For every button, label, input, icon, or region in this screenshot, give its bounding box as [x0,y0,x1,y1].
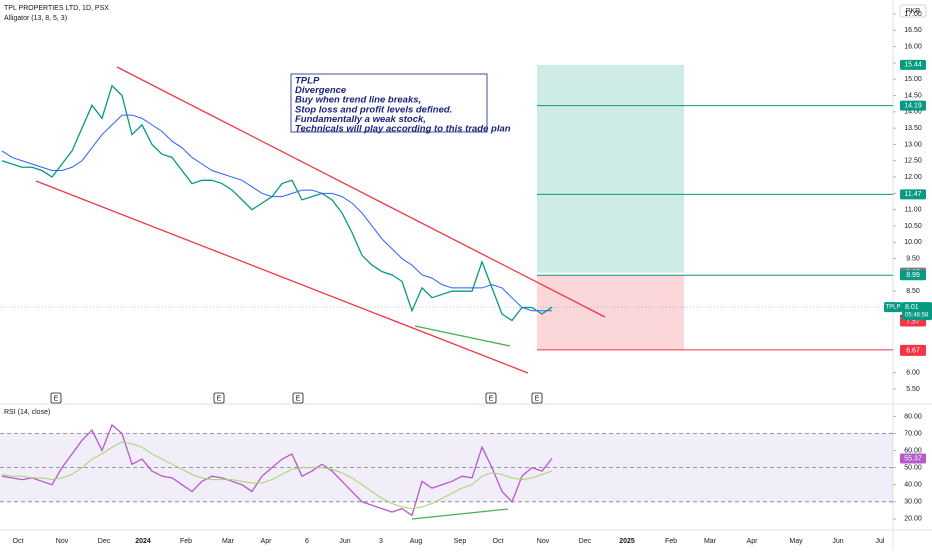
price-tag-label: 8.01 [905,304,919,311]
event-label: E [535,395,540,402]
header-indicator: Alligator (13, 8, 5, 3) [4,15,67,22]
annotation-line: Buy when trend line breaks, [295,95,421,106]
y-tick-label: 80.00 [904,413,922,420]
countdown: 05:46:58 [905,313,929,319]
y-tick-label: 9.50 [906,255,920,262]
series-line [1,441,553,510]
y-tick-label: 14.50 [904,92,922,99]
event-label: E [54,395,59,402]
profit-zone [537,64,684,273]
x-tick-label: Apr [261,538,273,545]
event-marker [531,392,543,404]
annotation-line: Fundamentally a weak stock, [295,114,426,125]
rsi-tag-label: 55.37 [904,455,922,462]
y-tick-label: 14.00 [904,109,922,116]
y-tick-label: 15.00 [904,76,922,83]
y-tick-label: 12.50 [904,158,922,165]
x-tick-label: Nov [56,538,69,545]
x-tick-label: Jun [832,538,843,545]
level-label: 6.67 [906,348,920,355]
currency: PKR [906,8,920,15]
currency-box[interactable] [899,4,927,18]
level-tag [900,270,926,281]
level-tag [900,100,926,111]
y-tick-label: 40.00 [904,482,922,489]
price-tag [902,302,932,321]
y-tick-label: 5.50 [906,386,920,393]
x-tick-label: Oct [493,538,504,545]
y-tick-label: 16.50 [904,27,922,34]
y-tick-label: 70.00 [904,430,922,437]
y-tick-label: 12.00 [904,174,922,181]
y-tick-label: 10.00 [904,239,922,246]
x-tick-label: Aug [410,538,423,545]
x-tick-label: 3 [379,538,383,545]
x-tick-label: Mar [222,538,235,545]
pane-title: RSI (14, close) [4,409,50,416]
y-tick-label: 6.00 [906,370,920,377]
x-tick-label: Jul [876,538,885,545]
event-marker [292,392,304,404]
x-tick-label: May [789,538,803,545]
x-tick-label: Apr [747,538,759,545]
x-tick-label: 2024 [135,538,151,545]
y-tick-label: 13.50 [904,125,922,132]
x-tick-label: Oct [13,538,24,545]
y-tick-label: 60.00 [904,447,922,454]
event-marker [213,392,225,404]
series-line [1,114,552,312]
level-tag [900,189,926,200]
event-marker [485,392,497,404]
level-tag [900,345,926,356]
trend-line [116,66,606,318]
annotation-line: TPLP [295,76,320,87]
level-label: 14.19 [904,102,922,109]
level-label: 15.44 [904,62,922,69]
annotation-line: Technicals will play according to this t… [295,124,511,135]
y-tick-label: 20.00 [904,516,922,523]
symbol-tag [884,302,902,313]
x-tick-label: 2025 [619,538,635,545]
y-tick-label: 10.50 [904,223,922,230]
y-tick-label: 11.00 [905,206,922,213]
x-tick-label: 6 [305,538,309,545]
x-tick-label: Feb [665,538,677,545]
symbol-tag-label: TPLP [885,305,900,311]
event-label: E [296,395,301,402]
y-tick-label: 17.00 [904,11,922,18]
trend-line [35,180,529,374]
x-tick-label: Nov [537,538,550,545]
loss-zone [537,275,684,350]
x-tick-label: Feb [180,538,192,545]
annotation-line: Divergence [295,85,347,96]
x-tick-label: Sep [454,538,467,545]
series-line [1,84,553,322]
event-label: E [489,395,494,402]
x-tick-label: Jun [339,538,350,545]
header-title: TPL PROPERTIES LTD, 1D, PSX [4,5,109,12]
y-tick-label: 8.50 [906,288,920,295]
divergence-line [414,325,511,347]
y-tick-label: 30.00 [904,499,922,506]
x-tick-label: Dec [98,538,111,545]
annotation-box [290,73,488,133]
event-marker [50,392,62,404]
annotation-line: Stop loss and profit levels defined. [295,104,452,115]
level-label: 11.47 [905,191,922,198]
x-tick-label: Mar [704,538,717,545]
level-label: 8.99 [906,272,920,279]
x-tick-label: Dec [579,538,592,545]
y-tick-label: 50.00 [904,464,922,471]
level-tag [900,59,926,70]
y-tick-label: 16.00 [904,43,922,50]
divergence-line [411,508,509,520]
y-tick-label: 13.00 [904,141,922,148]
level-label: 7.57 [906,318,920,325]
series-line [1,423,553,517]
event-label: E [217,395,222,402]
rsi-tag [900,453,926,464]
